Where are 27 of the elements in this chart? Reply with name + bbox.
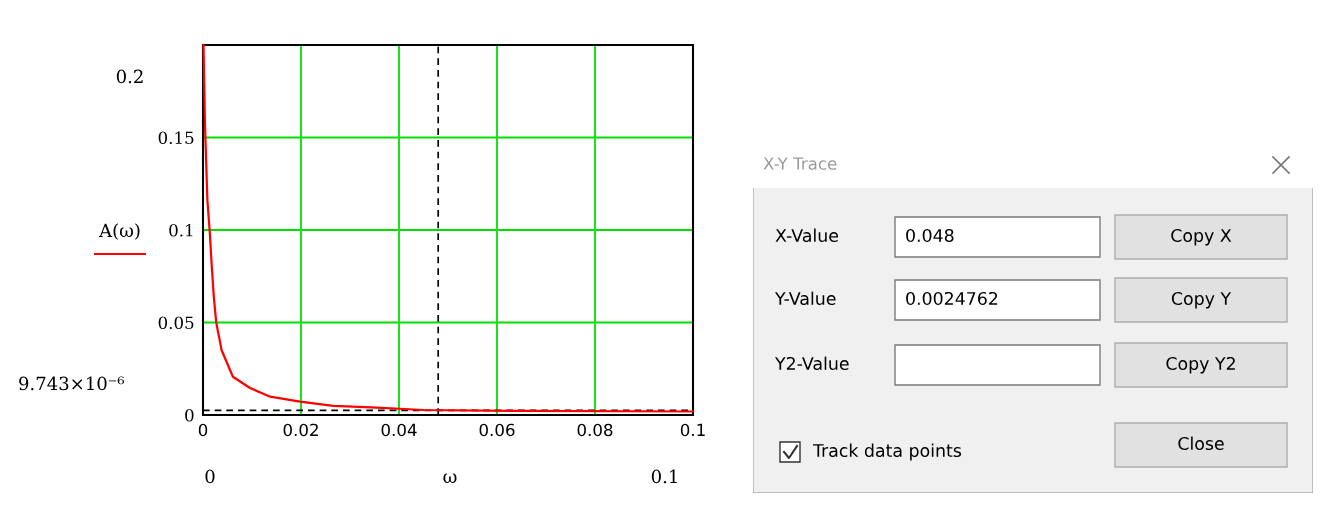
x-axis-title: ω (443, 473, 457, 484)
x-tick-label: 0.04 (381, 423, 417, 437)
text: X-Value (775, 228, 839, 243)
text: Track data points (812, 443, 962, 461)
text: 9.743×10⁻⁶ (19, 376, 125, 391)
x-tick-label: 0.06 (479, 423, 515, 437)
text: 0.048 (906, 228, 954, 243)
text: X-Y Trace (763, 157, 837, 170)
text: Copy Y (1171, 291, 1232, 309)
text: 0.2 (116, 69, 143, 84)
y-tick-label: 0 (185, 408, 194, 422)
x-tick-label: 0.02 (283, 423, 318, 437)
text: Y-Value (774, 291, 836, 306)
y-tick-label: 0.05 (158, 316, 194, 330)
x-tick-label: 0.1 (680, 423, 705, 437)
y-tick-label: 0.15 (158, 131, 194, 145)
x-tick-label: 0 (198, 423, 208, 437)
y-tick-label: 0.1 (169, 223, 193, 237)
text: A(ω) (98, 223, 140, 240)
text: Y2-Value (774, 356, 849, 371)
text: 0 (205, 469, 215, 484)
text: Copy Y2 (1166, 356, 1235, 374)
text: Close (1178, 436, 1224, 451)
x-tick-label: 0.08 (577, 423, 613, 437)
text: 0.0024762 (906, 291, 998, 306)
text: Copy X (1171, 228, 1232, 246)
text: 0.1 (651, 469, 677, 484)
